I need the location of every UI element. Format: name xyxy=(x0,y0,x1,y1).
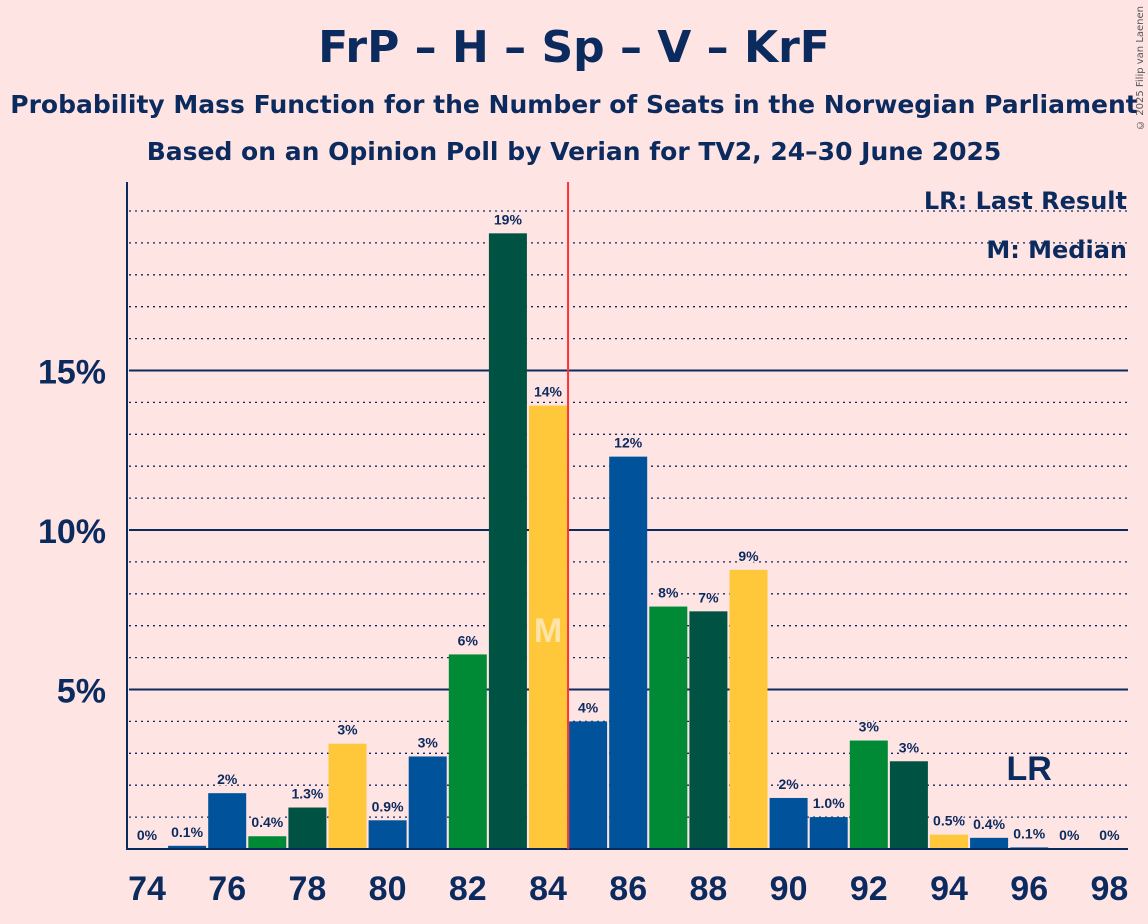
x-tick-label: 86 xyxy=(609,870,647,908)
y-tick-label: 10% xyxy=(38,513,106,551)
legend-median: M: Median xyxy=(986,236,1127,264)
bar-value-label: 19% xyxy=(494,211,523,227)
bar-value-label: 2% xyxy=(778,776,799,792)
x-tick-label: 94 xyxy=(930,870,968,908)
bar-seat-79 xyxy=(328,743,367,849)
bar-value-label: 1.3% xyxy=(291,786,323,802)
bar-seat-95 xyxy=(970,837,1009,849)
bar-seat-88 xyxy=(689,611,728,849)
bar-value-label: 0% xyxy=(137,827,158,843)
bar-value-label: 3% xyxy=(337,722,358,738)
bar-value-label: 0.1% xyxy=(171,824,203,840)
bar-seat-87 xyxy=(649,606,688,849)
bar-seat-89 xyxy=(729,569,768,849)
bar-value-label: 0% xyxy=(1099,827,1120,843)
bar-seat-86 xyxy=(609,456,648,849)
bar-value-label: 14% xyxy=(534,384,563,400)
x-tick-label: 74 xyxy=(128,870,166,908)
x-tick-label: 90 xyxy=(770,870,808,908)
bar-value-label: 0.4% xyxy=(251,814,283,830)
bar-seat-84 xyxy=(529,405,567,849)
bar-seat-78 xyxy=(288,807,327,849)
bar-seat-85 xyxy=(569,721,608,849)
bar-value-label: 2% xyxy=(217,771,238,787)
legend-last-result: LR: Last Result xyxy=(924,187,1127,215)
x-tick-label: 92 xyxy=(850,870,888,908)
bars xyxy=(168,233,1049,849)
bar-value-label: 0.9% xyxy=(372,798,404,814)
bar-seat-82 xyxy=(448,654,487,849)
bar-seat-92 xyxy=(849,740,888,849)
bar-value-label: 12% xyxy=(614,435,643,451)
median-marker: M xyxy=(534,612,562,650)
bar-value-label: 1.0% xyxy=(813,795,845,811)
bar-value-label: 9% xyxy=(738,548,759,564)
bar-value-label: 4% xyxy=(578,699,599,715)
bar-seat-80 xyxy=(368,820,407,849)
chart-title: FrP – H – Sp – V – KrF xyxy=(318,22,830,73)
bar-seat-83 xyxy=(488,233,527,849)
bar-value-label: 0.1% xyxy=(1013,825,1045,841)
y-axis-labels: 5% 10% 15% xyxy=(38,354,106,711)
bar-value-label: 3% xyxy=(418,734,439,750)
x-tick-label: 80 xyxy=(369,870,407,908)
chart-subtitle-source: Based on an Opinion Poll by Verian for T… xyxy=(146,137,1002,166)
bar-labels: 0% 0.1% 2% 0.4% 1.3% 3% 0.9% 3% 6% 19% 14% 4% 12% 8% 7… xyxy=(135,210,1121,845)
last-result-marker: LR xyxy=(1007,750,1052,788)
bar-value-label: 3% xyxy=(859,719,880,735)
x-tick-label: 82 xyxy=(449,870,487,908)
chart-subtitle: Probability Mass Function for the Number… xyxy=(10,90,1138,119)
bar-value-label: 3% xyxy=(899,739,920,755)
bar-seat-81 xyxy=(408,756,447,849)
bar-value-label: 7% xyxy=(698,589,719,605)
y-tick-label: 5% xyxy=(57,673,106,711)
bar-seat-75 xyxy=(168,845,207,849)
x-tick-label: 88 xyxy=(689,870,727,908)
bar-seat-93 xyxy=(889,761,928,849)
bar-seat-77 xyxy=(248,836,287,849)
x-tick-label: 98 xyxy=(1090,870,1128,908)
bar-value-label: 0.4% xyxy=(973,816,1005,832)
bar-seat-76 xyxy=(208,793,247,849)
bar-value-label: 8% xyxy=(658,585,679,601)
x-tick-label: 96 xyxy=(1010,870,1048,908)
x-tick-label: 78 xyxy=(288,870,326,908)
bar-value-label: 6% xyxy=(458,632,479,648)
y-tick-label: 15% xyxy=(38,354,106,392)
bar-value-label: 0.5% xyxy=(933,813,965,829)
x-axis-labels: 74 76 78 80 82 84 86 88 90 92 94 96 98 xyxy=(128,870,1128,908)
bar-seat-94 xyxy=(930,834,968,849)
bar-seat-91 xyxy=(809,817,848,849)
x-tick-label: 76 xyxy=(208,870,246,908)
bar-seat-90 xyxy=(769,797,808,849)
x-tick-label: 84 xyxy=(529,870,567,908)
bar-value-label: 0% xyxy=(1059,827,1080,843)
